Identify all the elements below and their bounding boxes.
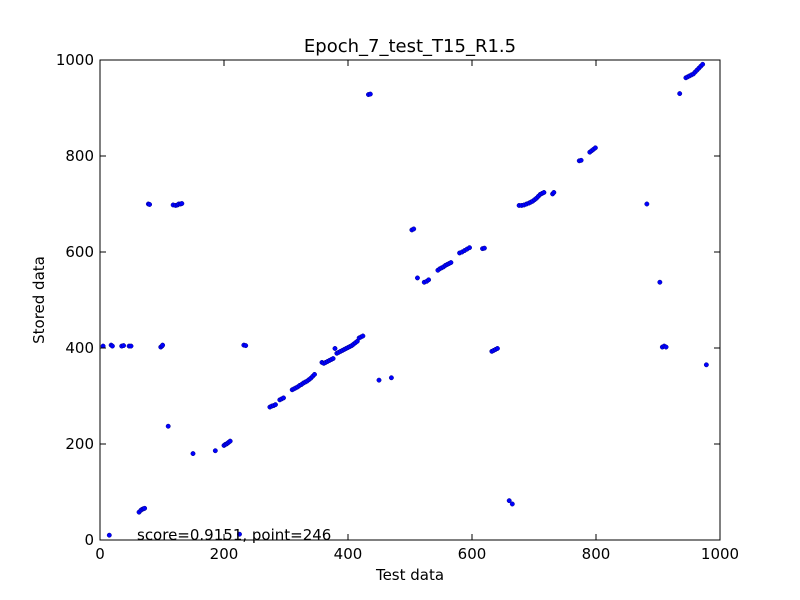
plot-frame	[99, 59, 721, 541]
ticks-layer: 0 200 400 600 800 1000 0 200 400 600 800 1000	[56, 51, 739, 563]
y-tick-label: 0	[84, 531, 94, 549]
data-point	[414, 275, 420, 281]
data-point	[467, 245, 472, 251]
chart-title: Epoch_7_test_T15_R1.5	[304, 36, 516, 57]
y-tick-label: 1000	[56, 51, 94, 69]
data-point	[147, 202, 153, 207]
data-point	[273, 402, 278, 408]
data-point	[360, 333, 366, 339]
points-layer	[100, 61, 709, 538]
data-point	[509, 501, 515, 507]
data-point	[227, 438, 233, 444]
data-point	[657, 279, 663, 285]
data-point	[165, 423, 171, 429]
data-point	[237, 531, 242, 537]
data-point	[121, 343, 127, 349]
data-point	[128, 343, 134, 349]
y-tick-label: 800	[65, 147, 94, 165]
data-point	[592, 145, 598, 151]
data-point	[243, 343, 249, 349]
y-tick-label: 400	[65, 339, 94, 357]
data-point	[494, 346, 500, 351]
x-tick-label: 0	[95, 545, 105, 563]
data-point	[700, 61, 706, 67]
y-tick-label: 600	[65, 243, 94, 261]
y-tick-label: 200	[65, 435, 94, 453]
data-point	[426, 277, 432, 283]
data-point	[506, 498, 512, 504]
data-point	[332, 346, 338, 351]
data-point	[703, 362, 709, 368]
data-point	[142, 505, 148, 511]
plot-background	[100, 60, 720, 540]
data-point	[367, 91, 373, 97]
x-tick-label: 600	[458, 545, 487, 563]
data-point	[644, 201, 650, 207]
data-point	[212, 448, 218, 454]
data-point	[109, 343, 115, 349]
y-axis-title: Stored data	[30, 256, 48, 344]
data-point	[663, 344, 669, 350]
x-axis-title: Test data	[375, 566, 444, 584]
data-point	[376, 377, 382, 383]
data-point	[160, 342, 166, 348]
data-point	[281, 395, 286, 401]
data-point	[677, 91, 683, 97]
x-tick-label: 1000	[701, 545, 739, 563]
score-annotation: score=0.9151, point=246	[137, 526, 331, 544]
data-point	[388, 375, 394, 381]
data-point	[330, 356, 336, 362]
data-point	[551, 190, 557, 195]
data-point	[541, 190, 547, 195]
data-point	[190, 451, 196, 457]
x-tick-label: 400	[334, 545, 363, 563]
data-point	[106, 532, 112, 538]
x-tick-label: 800	[582, 545, 611, 563]
data-point	[481, 245, 487, 251]
x-tick-label: 200	[210, 545, 239, 563]
data-point	[179, 201, 185, 206]
data-point	[411, 226, 417, 232]
data-point	[578, 157, 584, 163]
data-point	[448, 260, 454, 266]
data-point	[312, 371, 317, 377]
